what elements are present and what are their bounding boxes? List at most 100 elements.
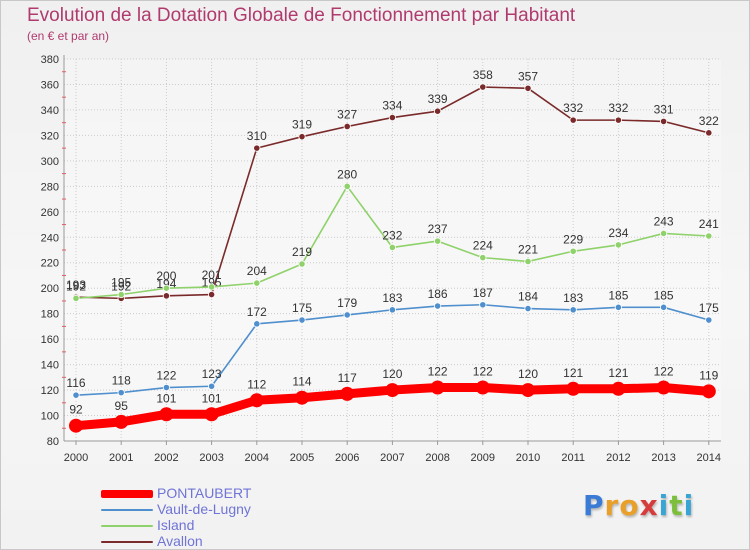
data-label: 122: [156, 369, 176, 383]
data-point: [72, 294, 80, 302]
data-label: 185: [608, 288, 628, 302]
data-point: [117, 389, 125, 397]
y-tick-label: 260: [41, 207, 59, 219]
data-label: 334: [382, 99, 402, 113]
data-label: 195: [111, 276, 131, 290]
logo-letter: r: [604, 489, 620, 522]
data-point: [656, 380, 671, 395]
x-tick-label: 2001: [109, 452, 133, 464]
data-point: [566, 381, 581, 396]
data-label: 243: [654, 214, 674, 228]
data-point: [430, 380, 445, 395]
data-point: [340, 386, 355, 401]
data-point: [433, 237, 442, 245]
x-tick-label: 2000: [64, 452, 88, 464]
data-point: [569, 116, 577, 124]
data-point: [705, 316, 713, 324]
data-label: 201: [202, 268, 222, 282]
chart-title: Evolution de la Dotation Globale de Fonc…: [27, 5, 576, 26]
legend-label: PONTAUBERT: [157, 485, 252, 501]
x-tick-label: 2012: [606, 452, 630, 464]
data-point: [162, 292, 170, 300]
data-label: 237: [428, 222, 448, 236]
y-tick-label: 360: [41, 79, 59, 91]
data-label: 120: [382, 367, 402, 381]
data-point: [343, 182, 351, 190]
data-point: [659, 303, 668, 311]
series-vault-de-lugny: 116 118 122 123 172 175 179 183 186 187 184 183 185 1…: [66, 286, 719, 399]
data-point: [253, 320, 261, 328]
y-tick-label: 160: [41, 334, 59, 346]
data-point: [298, 316, 306, 324]
data-label: 232: [382, 228, 402, 242]
logo-letter: i: [658, 489, 670, 522]
data-point: [475, 380, 490, 395]
data-point: [569, 306, 577, 314]
data-label: 187: [473, 286, 493, 300]
data-label: 101: [202, 391, 222, 405]
data-point: [253, 144, 261, 152]
data-point: [69, 418, 83, 433]
y-tick-label: 220: [41, 258, 59, 270]
y-tick-label: 120: [41, 385, 59, 397]
data-point: [204, 407, 219, 422]
data-label: 357: [518, 69, 538, 83]
data-point: [705, 129, 713, 137]
x-tick-label: 2014: [697, 452, 721, 464]
data-label: 185: [654, 288, 674, 302]
data-point: [614, 303, 623, 311]
data-label: 121: [563, 366, 583, 380]
data-point: [162, 383, 170, 392]
data-point: [433, 107, 442, 115]
data-label: 101: [156, 391, 176, 405]
y-tick-label: 100: [41, 411, 59, 423]
data-point: [298, 260, 306, 268]
x-tick-label: 2010: [516, 452, 540, 464]
series-pontaubert: 92 95 101 101 112 114 117 120 122 122 120 121 121 122…: [69, 365, 719, 433]
data-point: [479, 301, 487, 309]
data-label: 122: [473, 365, 493, 379]
data-label: 118: [112, 374, 131, 388]
y-tick-label: 300: [41, 156, 59, 168]
data-label: 121: [608, 366, 628, 380]
data-point: [343, 122, 351, 131]
data-label: 322: [699, 114, 719, 128]
data-point: [524, 304, 532, 313]
data-label: 200: [156, 269, 176, 283]
data-label: 229: [563, 232, 583, 246]
x-tick-label: 2003: [199, 452, 223, 464]
logo-letter: o: [619, 489, 640, 522]
legend-swatch: [101, 490, 153, 498]
data-label: 204: [247, 264, 267, 278]
data-label: 114: [292, 375, 311, 389]
data-label: 117: [338, 371, 357, 385]
x-tick-label: 2007: [380, 452, 404, 464]
data-label: 92: [69, 403, 83, 417]
x-tick-label: 2005: [290, 452, 314, 464]
data-label: 310: [247, 129, 267, 143]
data-label: 123: [202, 367, 222, 381]
data-label: 179: [337, 296, 357, 310]
data-label: 183: [382, 291, 402, 305]
data-label: 319: [292, 118, 312, 132]
data-label: 358: [473, 68, 493, 82]
data-point: [253, 279, 261, 287]
proxiti-logo: Proxiti: [583, 489, 694, 522]
data-label: 122: [428, 365, 448, 379]
y-tick-label: 280: [41, 181, 59, 193]
y-tick-label: 140: [41, 360, 59, 372]
data-point: [385, 383, 400, 398]
y-tick-label: 320: [41, 130, 59, 142]
data-label: 221: [518, 242, 538, 256]
data-point: [614, 116, 623, 124]
logo-letter: i: [683, 489, 695, 522]
data-point: [388, 113, 396, 122]
data-point: [208, 382, 216, 390]
data-point: [72, 391, 80, 399]
data-point: [659, 117, 668, 125]
y-tick-label: 380: [41, 54, 59, 66]
legend-swatch: [101, 525, 153, 527]
data-point: [117, 290, 125, 299]
